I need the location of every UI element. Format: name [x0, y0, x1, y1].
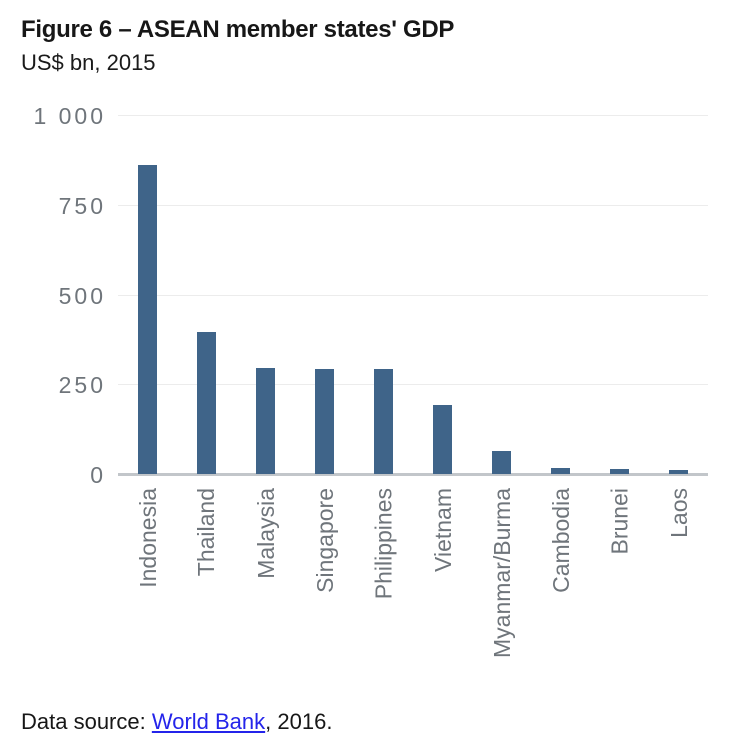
- x-category-label-brunei: Brunei: [606, 488, 633, 555]
- data-source-prefix: Data source:: [21, 709, 152, 734]
- bar-thailand: [197, 332, 216, 474]
- bar-brunei: [610, 469, 629, 474]
- data-source-line: Data source: World Bank, 2016.: [21, 709, 332, 735]
- figure-subtitle: US$ bn, 2015: [21, 50, 156, 75]
- x-category-label-laos: Laos: [665, 488, 692, 538]
- bar-indonesia: [138, 165, 157, 474]
- bar-myanmar-burma: [492, 451, 511, 474]
- bar-philippines: [374, 369, 393, 474]
- gdp-bar-chart: 1 000 750 500 250 0 Indonesia Thailand Malaysia…: [33, 103, 708, 658]
- bar-singapore: [315, 369, 334, 474]
- x-category-label-thailand: Thailand: [193, 488, 220, 577]
- gridline-250: [118, 384, 708, 385]
- gridline-1000: [118, 115, 708, 116]
- figure-title: Figure 6 – ASEAN member states' GDP: [21, 16, 455, 43]
- data-source-suffix: , 2016.: [265, 709, 333, 734]
- x-category-label-vietnam: Vietnam: [429, 488, 456, 572]
- y-tick-label-1000: 1 000: [33, 103, 106, 129]
- bar-malaysia: [256, 368, 275, 474]
- x-axis-line: [118, 473, 708, 476]
- x-category-label-cambodia: Cambodia: [547, 488, 574, 593]
- gridline-750: [118, 205, 708, 206]
- bar-laos: [669, 470, 688, 474]
- x-category-label-philippines: Philippines: [370, 488, 397, 600]
- x-category-label-myanmar-burma: Myanmar/Burma: [488, 488, 515, 658]
- x-category-label-singapore: Singapore: [311, 488, 338, 593]
- y-tick-label-750: 750: [58, 193, 106, 219]
- bar-vietnam: [433, 405, 452, 474]
- y-tick-label-250: 250: [58, 372, 106, 398]
- gridline-500: [118, 295, 708, 296]
- x-category-label-indonesia: Indonesia: [134, 488, 161, 588]
- x-category-label-malaysia: Malaysia: [252, 488, 279, 579]
- world-bank-link[interactable]: World Bank: [151, 709, 266, 734]
- y-tick-label-500: 500: [58, 283, 106, 309]
- bar-cambodia: [551, 468, 570, 474]
- y-tick-label-0: 0: [90, 462, 106, 488]
